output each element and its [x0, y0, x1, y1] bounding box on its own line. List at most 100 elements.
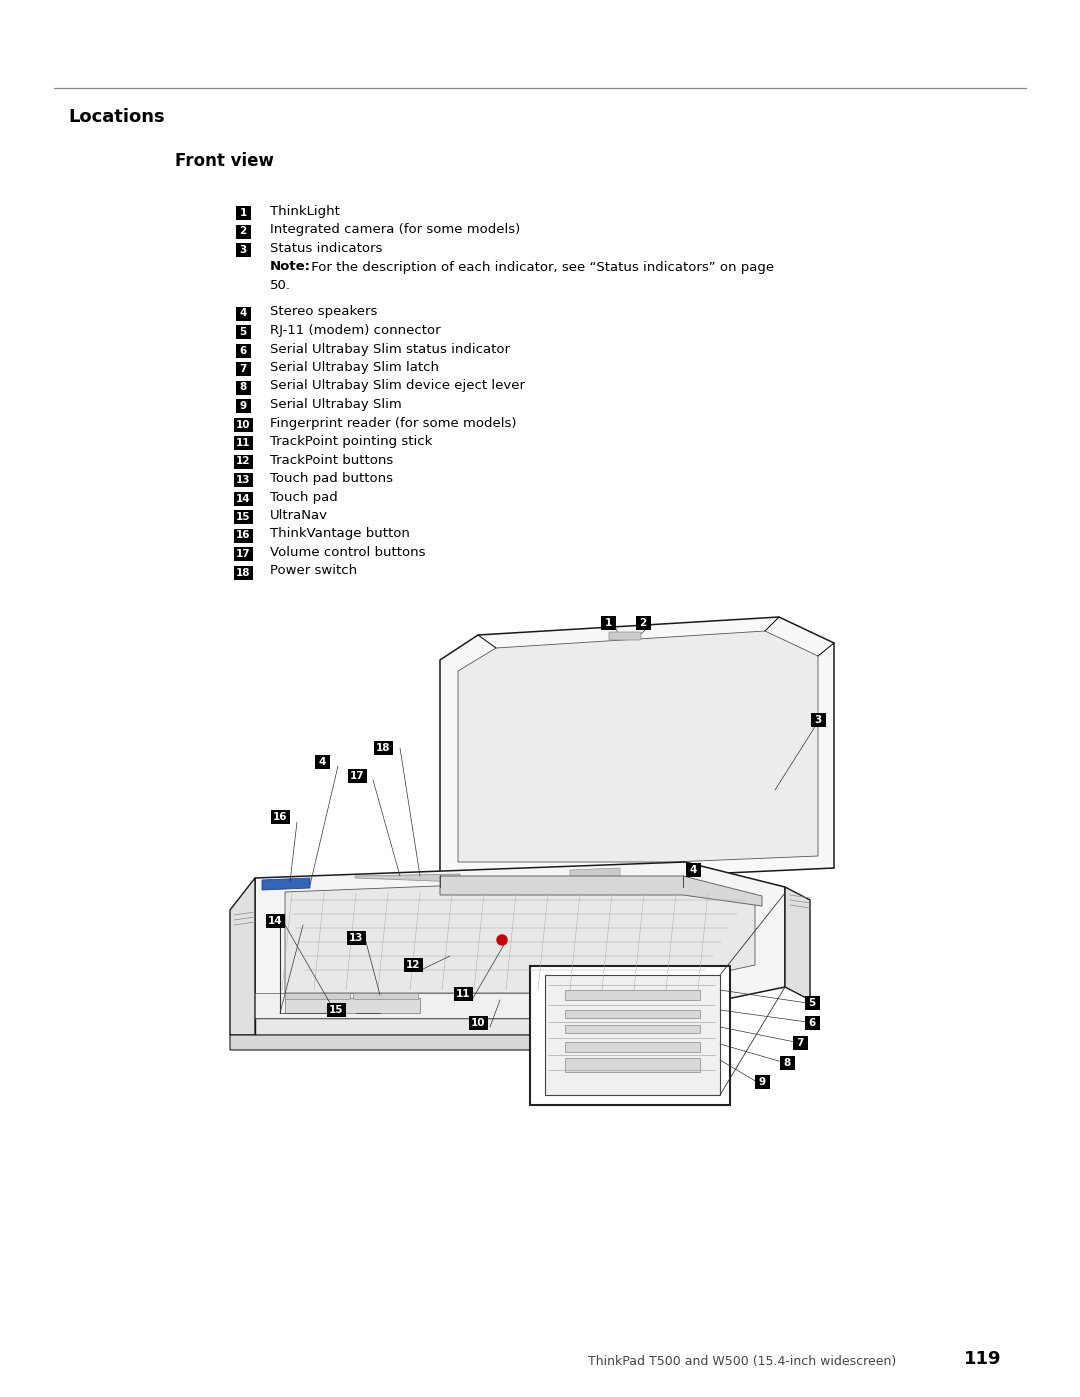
Text: 1: 1 [605, 617, 611, 629]
Text: 11: 11 [456, 989, 470, 999]
Text: 119: 119 [964, 1350, 1001, 1368]
Text: 10: 10 [235, 419, 251, 429]
FancyBboxPatch shape [235, 344, 251, 358]
Text: 3: 3 [814, 715, 822, 725]
Polygon shape [255, 862, 785, 1018]
Polygon shape [285, 993, 350, 999]
Text: 3: 3 [240, 244, 246, 256]
Text: TrackPoint pointing stick: TrackPoint pointing stick [270, 434, 432, 448]
Polygon shape [255, 1018, 635, 1035]
FancyBboxPatch shape [404, 958, 422, 972]
Text: 14: 14 [268, 916, 282, 926]
Text: 2: 2 [639, 617, 647, 629]
Text: Serial Ultrabay Slim device eject lever: Serial Ultrabay Slim device eject lever [270, 380, 525, 393]
Text: 15: 15 [235, 511, 251, 522]
Text: 13: 13 [235, 475, 251, 485]
Polygon shape [565, 1042, 700, 1052]
Text: 12: 12 [406, 960, 420, 970]
FancyBboxPatch shape [233, 510, 253, 524]
Polygon shape [545, 975, 720, 1095]
FancyBboxPatch shape [805, 996, 820, 1010]
Circle shape [497, 935, 507, 944]
Text: 18: 18 [235, 567, 251, 577]
Text: 6: 6 [240, 345, 246, 355]
Text: 11: 11 [235, 439, 251, 448]
FancyBboxPatch shape [233, 566, 253, 580]
Polygon shape [565, 1025, 700, 1032]
Text: Integrated camera (for some models): Integrated camera (for some models) [270, 224, 521, 236]
FancyBboxPatch shape [233, 492, 253, 506]
Polygon shape [570, 868, 620, 877]
Text: 8: 8 [783, 1058, 791, 1067]
FancyBboxPatch shape [235, 225, 251, 239]
Text: Power switch: Power switch [270, 564, 357, 577]
Polygon shape [530, 965, 730, 1105]
Text: ThinkPad T500 and W500 (15.4-inch widescreen): ThinkPad T500 and W500 (15.4-inch widesc… [588, 1355, 896, 1368]
FancyBboxPatch shape [600, 616, 616, 630]
Text: 10: 10 [471, 1018, 485, 1028]
Text: 17: 17 [235, 549, 251, 559]
Text: 15: 15 [328, 1004, 343, 1016]
Text: Volume control buttons: Volume control buttons [270, 546, 426, 559]
FancyBboxPatch shape [635, 616, 650, 630]
Text: 16: 16 [235, 531, 251, 541]
Text: 14: 14 [235, 493, 251, 503]
Polygon shape [565, 1058, 700, 1071]
Text: 9: 9 [758, 1077, 766, 1087]
Text: RJ-11 (modem) connector: RJ-11 (modem) connector [270, 324, 441, 337]
Text: Touch pad: Touch pad [270, 490, 338, 503]
Polygon shape [565, 1010, 700, 1018]
Text: 5: 5 [808, 997, 815, 1009]
FancyBboxPatch shape [805, 1016, 820, 1030]
Text: 1: 1 [240, 208, 246, 218]
FancyBboxPatch shape [235, 306, 251, 320]
Text: UltraNav: UltraNav [270, 509, 328, 522]
FancyBboxPatch shape [755, 1076, 769, 1090]
FancyBboxPatch shape [780, 1056, 795, 1070]
FancyBboxPatch shape [348, 768, 366, 782]
Text: 16: 16 [273, 812, 287, 821]
FancyBboxPatch shape [314, 754, 329, 768]
FancyBboxPatch shape [235, 380, 251, 394]
FancyBboxPatch shape [233, 548, 253, 562]
Polygon shape [285, 997, 420, 1013]
Text: ThinkVantage button: ThinkVantage button [270, 528, 410, 541]
Text: Touch pad buttons: Touch pad buttons [270, 472, 393, 485]
FancyBboxPatch shape [233, 528, 253, 542]
Text: ThinkLight: ThinkLight [270, 205, 340, 218]
Text: Status indicators: Status indicators [270, 242, 382, 256]
Text: Front view: Front view [175, 152, 274, 170]
Text: 5: 5 [240, 327, 246, 337]
Text: Serial Ultrabay Slim status indicator: Serial Ultrabay Slim status indicator [270, 342, 510, 355]
Polygon shape [565, 990, 700, 1000]
FancyBboxPatch shape [233, 436, 253, 450]
Text: Serial Ultrabay Slim latch: Serial Ultrabay Slim latch [270, 360, 438, 374]
Text: 50.: 50. [270, 279, 291, 292]
FancyBboxPatch shape [347, 930, 365, 944]
Text: 12: 12 [235, 457, 251, 467]
FancyBboxPatch shape [793, 1037, 808, 1051]
Polygon shape [440, 876, 762, 907]
Polygon shape [355, 875, 460, 882]
Text: 8: 8 [240, 383, 246, 393]
FancyBboxPatch shape [469, 1016, 487, 1030]
FancyBboxPatch shape [233, 474, 253, 488]
FancyBboxPatch shape [235, 326, 251, 339]
Text: Serial Ultrabay Slim: Serial Ultrabay Slim [270, 398, 402, 411]
FancyBboxPatch shape [609, 631, 642, 640]
Text: Locations: Locations [68, 108, 164, 126]
Text: 4: 4 [689, 865, 697, 875]
Polygon shape [230, 877, 255, 1035]
FancyBboxPatch shape [374, 740, 392, 754]
FancyBboxPatch shape [233, 454, 253, 468]
Polygon shape [458, 631, 818, 862]
Text: For the description of each indicator, see “Status indicators” on page: For the description of each indicator, s… [307, 260, 774, 274]
Polygon shape [262, 877, 310, 890]
Text: 9: 9 [240, 401, 246, 411]
FancyBboxPatch shape [686, 863, 701, 877]
Text: Note:: Note: [270, 260, 311, 274]
Polygon shape [285, 877, 755, 993]
FancyBboxPatch shape [235, 205, 251, 219]
Text: TrackPoint buttons: TrackPoint buttons [270, 454, 393, 467]
Polygon shape [440, 875, 683, 887]
